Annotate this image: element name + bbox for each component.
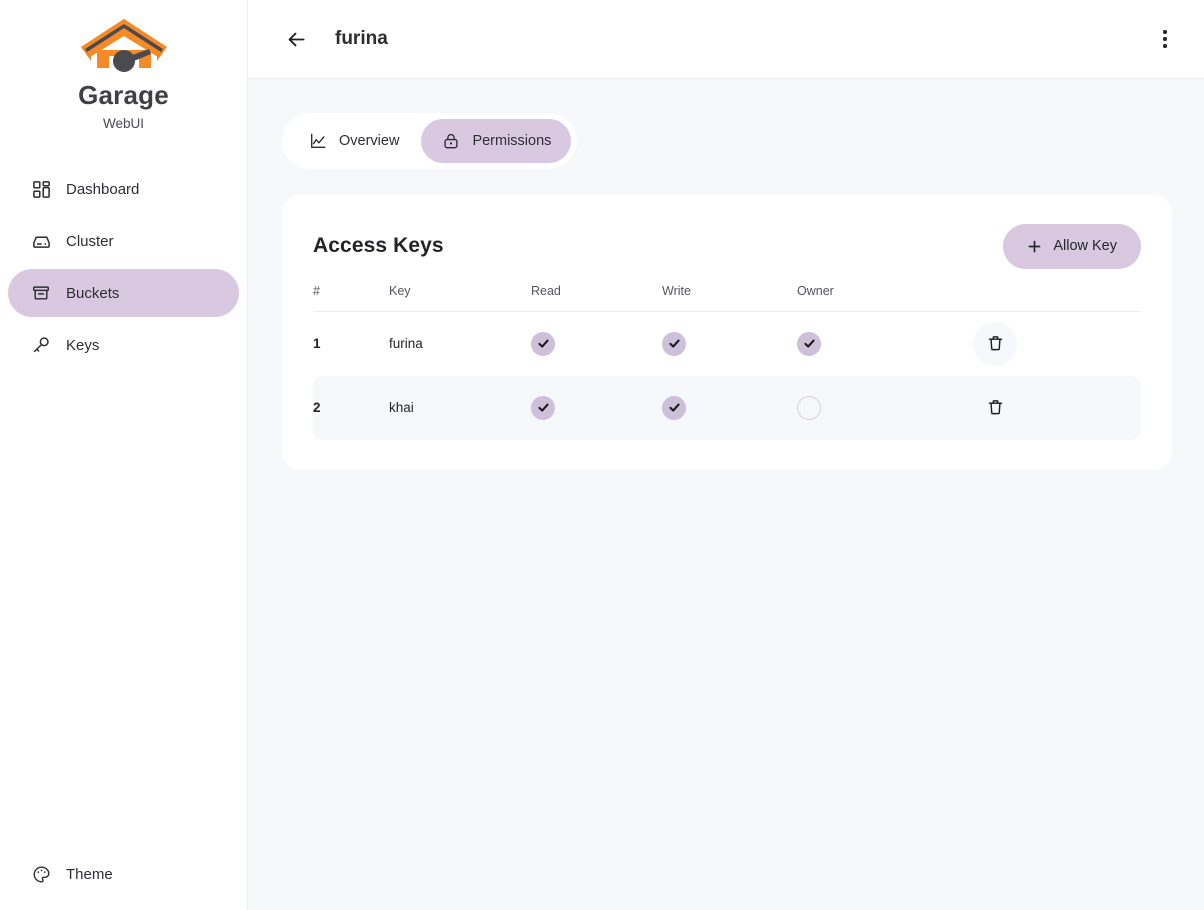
read-checkbox[interactable] [531, 331, 555, 356]
garage-logo-icon [0, 14, 247, 76]
row-write-cell [662, 375, 797, 440]
sidebar-nav: Dashboard Cluster [0, 165, 247, 373]
row-key-name: furina [389, 336, 423, 352]
card-title: Access Keys [313, 234, 444, 257]
sidebar-item-cluster[interactable]: Cluster [8, 217, 239, 265]
theme-label: Theme [66, 865, 113, 883]
sidebar-item-label: Dashboard [66, 180, 140, 198]
table-header-row: # Key Read Write Owner [313, 284, 1141, 312]
sidebar: Garage WebUI Dashboard [0, 0, 248, 910]
column-header-key: Key [389, 284, 531, 312]
access-keys-table: # Key Read Write Owner 1 furina [313, 284, 1141, 440]
line-chart-icon [308, 131, 328, 151]
read-checkbox[interactable] [531, 395, 555, 420]
owner-checkbox[interactable] [797, 331, 821, 356]
row-read-cell [531, 375, 662, 440]
column-header-actions [967, 284, 1141, 312]
row-read-cell [531, 312, 662, 376]
delete-key-button[interactable] [973, 386, 1017, 430]
content-region: Overview Permissions Access Keys [248, 79, 1204, 910]
tab-overview[interactable]: Overview [288, 119, 419, 163]
trash-icon [987, 335, 1004, 352]
key-icon [30, 334, 52, 356]
sidebar-item-label: Keys [66, 336, 100, 354]
row-index: 1 [313, 336, 321, 352]
row-actions-cell [967, 375, 1141, 440]
plus-icon [1027, 239, 1042, 254]
tab-permissions[interactable]: Permissions [421, 119, 572, 163]
write-checkbox[interactable] [662, 331, 686, 356]
palette-icon [30, 863, 52, 885]
main-area: furina Overview [248, 0, 1204, 910]
row-actions-cell [967, 312, 1141, 376]
write-checkbox[interactable] [662, 395, 686, 420]
table-row: 1 furina [313, 312, 1141, 376]
row-key-name: khai [389, 375, 531, 440]
brand-name: Garage [78, 80, 169, 110]
dashboard-grid-icon [30, 178, 52, 200]
row-write-cell [662, 312, 797, 376]
page-title: furina [335, 28, 388, 49]
theme-toggle-button[interactable]: Theme [8, 852, 135, 896]
allow-key-button[interactable]: Allow Key [1003, 223, 1141, 269]
sidebar-item-buckets[interactable]: Buckets [8, 269, 239, 317]
row-index: 2 [313, 375, 389, 440]
table-body: 1 furina [313, 312, 1141, 440]
lock-icon [441, 131, 461, 151]
brand-subtitle: WebUI [102, 116, 144, 131]
column-header-write: Write [662, 284, 797, 312]
owner-checkbox[interactable] [797, 395, 821, 420]
trash-icon [987, 399, 1004, 416]
column-header-read: Read [531, 284, 662, 312]
brand-block: Garage WebUI [0, 0, 247, 131]
allow-key-label: Allow Key [1053, 238, 1117, 254]
tab-label: Overview [339, 133, 400, 149]
column-header-owner: Owner [797, 284, 967, 312]
table-row: 2 khai [313, 375, 1141, 440]
top-bar: furina [248, 0, 1204, 79]
server-icon [30, 230, 52, 252]
arrow-left-icon[interactable] [282, 25, 310, 53]
more-vertical-icon[interactable] [1152, 26, 1178, 52]
row-owner-cell [797, 375, 967, 440]
bucket-box-icon [30, 282, 52, 304]
access-keys-card: Access Keys Allow Key [282, 195, 1172, 470]
sidebar-item-dashboard[interactable]: Dashboard [8, 165, 239, 213]
column-header-num: # [313, 284, 389, 312]
tab-label: Permissions [472, 133, 552, 149]
sidebar-item-label: Buckets [66, 284, 120, 302]
row-owner-cell [797, 312, 967, 376]
card-header: Access Keys Allow Key [313, 221, 1141, 271]
sidebar-item-keys[interactable]: Keys [8, 321, 239, 369]
tab-bar: Overview Permissions [282, 113, 578, 169]
delete-key-button[interactable] [973, 321, 1017, 366]
table-head: # Key Read Write Owner [313, 284, 1141, 312]
sidebar-item-label: Cluster [66, 232, 114, 250]
